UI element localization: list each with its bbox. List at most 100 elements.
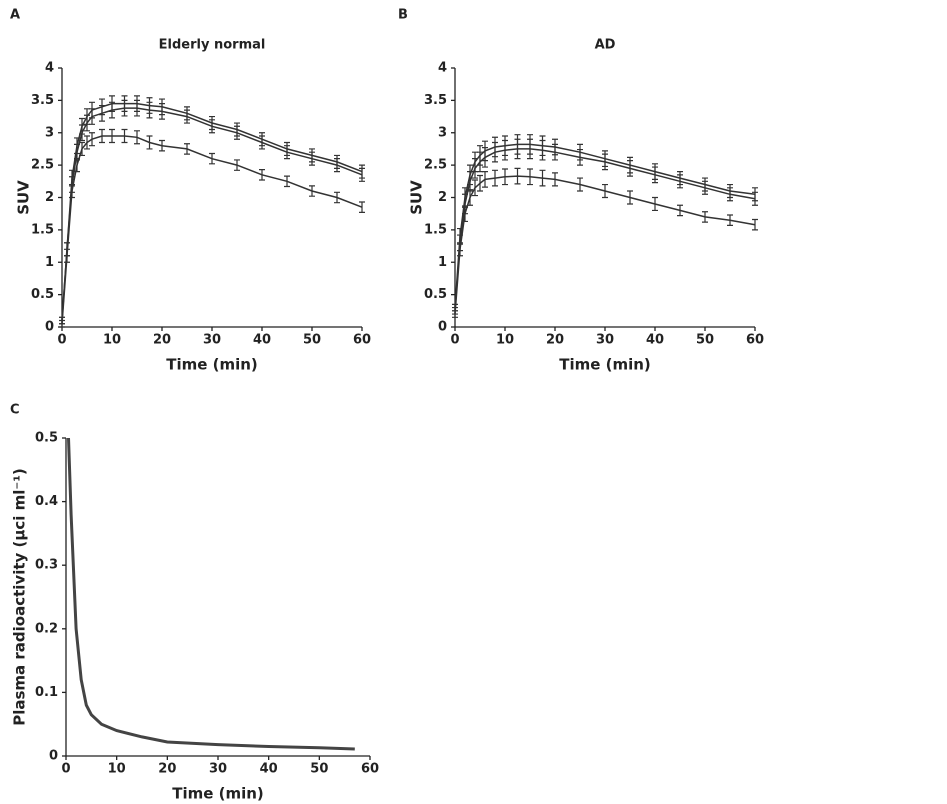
x-tick-label: 40 — [260, 762, 278, 777]
error-bar — [652, 166, 658, 184]
y-tick-label: 0.4 — [35, 494, 58, 509]
error-bar — [309, 185, 315, 197]
error-bar — [502, 168, 508, 186]
y-tick-label: 0.2 — [35, 621, 58, 636]
error-bar — [159, 103, 165, 120]
error-bar — [84, 114, 90, 132]
error-bar — [146, 135, 153, 150]
y-tick-label: 0.5 — [31, 287, 54, 302]
error-bar — [467, 189, 473, 206]
error-bar — [577, 177, 583, 192]
error-bar — [539, 169, 546, 187]
error-bar — [527, 168, 533, 186]
y-tick-label: 2 — [438, 190, 447, 205]
error-bar — [359, 201, 365, 213]
error-bar — [234, 159, 240, 171]
error-bar — [109, 128, 115, 144]
error-bar — [477, 174, 483, 192]
error-bar — [482, 147, 488, 168]
y-tick-label: 0.3 — [35, 558, 58, 573]
x-tick-label: 0 — [57, 333, 66, 348]
x-tick-label: 40 — [253, 333, 271, 348]
x-tick-label: 60 — [361, 762, 379, 777]
error-bar — [702, 211, 708, 223]
error-bar — [109, 101, 115, 119]
series-line — [454, 148, 756, 311]
error-bar — [727, 214, 733, 226]
x-tick-label: 30 — [203, 333, 221, 348]
y-tick-label: 0 — [45, 320, 54, 335]
error-bar — [502, 139, 508, 161]
error-bar — [284, 175, 290, 188]
error-bar — [134, 99, 140, 117]
error-bar — [209, 119, 215, 134]
error-bar — [552, 143, 558, 161]
y-axis-label: SUV — [15, 180, 33, 215]
y-tick-label: 1 — [45, 255, 54, 270]
x-axis-label: Time (min) — [559, 356, 651, 374]
panel-letter: A — [10, 8, 20, 23]
error-bar — [359, 167, 365, 182]
x-tick-label: 60 — [746, 333, 764, 348]
x-tick-label: 20 — [153, 333, 171, 348]
error-bar — [121, 128, 128, 144]
error-bar — [64, 248, 70, 263]
error-bar — [259, 169, 265, 181]
x-tick-label: 30 — [596, 333, 614, 348]
error-bar — [752, 191, 758, 206]
chart-title: AD — [595, 38, 616, 53]
error-bar — [69, 183, 75, 199]
y-tick-label: 1.5 — [424, 222, 447, 237]
error-bar — [259, 135, 265, 150]
series-line — [61, 107, 363, 321]
error-bar — [121, 99, 128, 117]
error-bar — [472, 179, 478, 197]
y-tick-label: 4 — [45, 61, 54, 76]
error-bar — [482, 171, 488, 188]
x-tick-label: 50 — [310, 762, 328, 777]
error-bar — [134, 130, 140, 145]
error-bar — [577, 148, 583, 166]
error-bar — [492, 169, 498, 187]
chart-title: Elderly normal — [159, 38, 266, 53]
error-bar — [146, 101, 153, 119]
error-bar — [234, 125, 240, 140]
error-bar — [59, 319, 65, 328]
error-bar — [284, 145, 290, 160]
error-bar — [99, 104, 105, 122]
x-tick-label: 60 — [353, 333, 371, 348]
y-axis-label: SUV — [408, 180, 426, 215]
y-tick-label: 0.5 — [424, 287, 447, 302]
error-bar — [677, 204, 683, 217]
panel-letter: B — [398, 8, 408, 23]
error-bar — [602, 183, 608, 199]
x-axis-label: Time (min) — [172, 785, 264, 803]
error-bar — [89, 108, 95, 125]
error-bar — [457, 242, 463, 257]
error-bar — [184, 109, 190, 124]
error-bar — [99, 128, 105, 144]
error-bar — [84, 135, 90, 150]
error-bar — [462, 205, 468, 223]
error-bar — [309, 151, 315, 166]
error-bar — [627, 190, 633, 205]
x-tick-label: 20 — [546, 333, 564, 348]
error-bar — [209, 152, 215, 165]
y-tick-label: 0.1 — [35, 685, 58, 700]
error-bar — [89, 132, 95, 147]
error-bar — [602, 153, 608, 171]
error-bar — [514, 167, 521, 185]
y-tick-label: 2.5 — [424, 158, 447, 173]
y-axis-label: Plasma radioactivity (μci ml⁻¹) — [11, 468, 29, 726]
y-tick-label: 2.5 — [31, 158, 54, 173]
error-bar — [334, 191, 340, 204]
x-tick-label: 10 — [103, 333, 121, 348]
x-tick-label: 30 — [209, 762, 227, 777]
x-tick-label: 20 — [158, 762, 176, 777]
error-bar — [514, 138, 521, 160]
x-tick-label: 10 — [496, 333, 514, 348]
error-bar — [677, 174, 683, 189]
error-bar — [552, 172, 558, 187]
panel-letter: C — [10, 403, 20, 418]
